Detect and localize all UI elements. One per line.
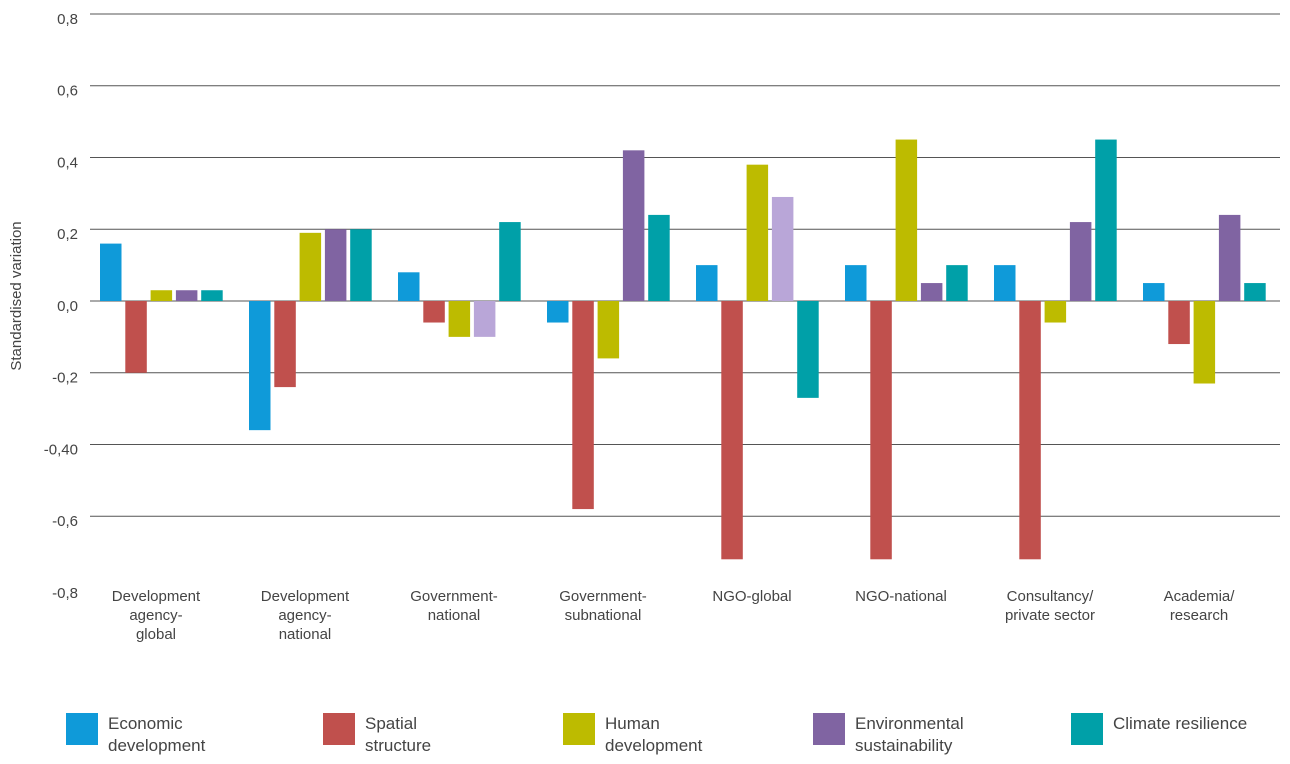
x-tick-label-line: Development bbox=[261, 588, 350, 605]
bar bbox=[398, 272, 420, 301]
bar bbox=[201, 290, 223, 301]
bar bbox=[125, 301, 147, 373]
bar bbox=[274, 301, 296, 388]
legend-item: Spatial structure bbox=[323, 713, 475, 757]
bar bbox=[249, 301, 271, 431]
bar bbox=[324, 229, 347, 301]
legend-label: Economic development bbox=[108, 714, 206, 755]
bar bbox=[100, 243, 122, 301]
bar bbox=[1069, 222, 1092, 301]
legend-swatch bbox=[1071, 713, 1103, 745]
legend-item: Economic development bbox=[66, 713, 238, 757]
legend-swatch bbox=[323, 713, 355, 745]
x-tick-label-line: Consultancy/ bbox=[1007, 588, 1095, 605]
x-tick-label-line: subnational bbox=[565, 607, 642, 624]
bar bbox=[473, 301, 496, 337]
bar bbox=[721, 301, 743, 560]
bar bbox=[622, 150, 645, 301]
y-tick-label: 0,2 bbox=[57, 226, 78, 243]
bar bbox=[797, 301, 819, 398]
bar bbox=[1095, 139, 1117, 301]
legend-swatch bbox=[813, 713, 845, 745]
x-tick-label: NGO-global bbox=[712, 588, 791, 605]
x-tick-label-line: national bbox=[279, 626, 332, 643]
bar bbox=[1244, 283, 1266, 301]
bar bbox=[746, 164, 769, 301]
bar bbox=[1218, 214, 1241, 301]
x-tick-label-line: Government- bbox=[559, 588, 647, 605]
legend-item: Human development bbox=[563, 713, 745, 757]
legend: Economic development Spatial structure Hum… bbox=[0, 713, 1290, 763]
bar bbox=[572, 301, 594, 510]
y-tick-label: 0,4 bbox=[57, 154, 78, 171]
x-tick-label-line: agency- bbox=[278, 607, 331, 624]
x-tick-label: Development agency-global bbox=[112, 588, 201, 643]
bar bbox=[1193, 301, 1216, 384]
x-tick-label-line: Academia/ bbox=[1164, 588, 1236, 605]
x-tick-label-line: private sector bbox=[1005, 607, 1095, 624]
y-tick-label: -0,40 bbox=[44, 441, 78, 458]
bar bbox=[994, 265, 1016, 301]
x-tick-label: Government-subnational bbox=[559, 588, 647, 624]
chart: Standardised variation -0,8 -0,6 -0,40 -0,2… bbox=[8, 11, 1280, 643]
x-tick-label-line: Government- bbox=[410, 588, 498, 605]
x-tick-label: Academia/research bbox=[1164, 588, 1236, 624]
x-tick-label-line: research bbox=[1170, 607, 1228, 624]
bar bbox=[299, 232, 322, 301]
bar bbox=[547, 301, 569, 323]
bar bbox=[1019, 301, 1041, 560]
y-tick-label: 0,6 bbox=[57, 83, 78, 100]
x-tick-label-line: agency- bbox=[129, 607, 182, 624]
x-tick-label: NGO-national bbox=[855, 588, 947, 605]
legend-item: Environmental sustainability bbox=[813, 713, 1005, 757]
bar bbox=[895, 139, 918, 301]
bar bbox=[1143, 283, 1165, 301]
bar bbox=[175, 290, 198, 301]
bar bbox=[499, 222, 521, 301]
legend-item: Climate resilience bbox=[1071, 713, 1288, 745]
y-tick-label: -0,6 bbox=[52, 513, 78, 530]
bar bbox=[920, 283, 943, 301]
x-tick-label-line: global bbox=[136, 626, 176, 643]
legend-label: Climate resilience bbox=[1113, 714, 1248, 733]
x-tick-label: Consultancy/private sector bbox=[1005, 588, 1095, 624]
legend-label: Environmental sustainability bbox=[855, 714, 964, 755]
x-tick-label-line: Development bbox=[112, 588, 201, 605]
legend-swatch bbox=[66, 713, 98, 745]
bar bbox=[423, 301, 445, 323]
bar bbox=[648, 214, 670, 301]
bar bbox=[448, 301, 471, 337]
x-tick-label-line: national bbox=[428, 607, 481, 624]
y-tick-label: -0,2 bbox=[52, 370, 78, 387]
y-tick-label: 0,8 bbox=[57, 11, 78, 28]
bar bbox=[946, 265, 968, 301]
x-tick-label-line: NGO-national bbox=[855, 588, 947, 605]
y-axis-title: Standardised variation bbox=[8, 221, 25, 370]
bar bbox=[1044, 301, 1067, 323]
legend-label: Spatial structure bbox=[365, 714, 432, 755]
x-tick-label: Development agency-national bbox=[261, 588, 350, 643]
bar bbox=[696, 265, 718, 301]
x-tick-label-line: NGO-global bbox=[712, 588, 791, 605]
bar bbox=[771, 196, 794, 301]
bar bbox=[870, 301, 892, 560]
x-tick-label: Government-national bbox=[410, 588, 498, 624]
bar bbox=[350, 229, 372, 301]
legend-label: Human development bbox=[605, 714, 703, 755]
y-tick-label: -0,8 bbox=[52, 585, 78, 602]
bar bbox=[150, 290, 173, 301]
y-tick-label: 0,0 bbox=[57, 298, 78, 315]
bar bbox=[1168, 301, 1190, 345]
bar bbox=[597, 301, 620, 359]
bar bbox=[845, 265, 867, 301]
legend-swatch bbox=[563, 713, 595, 745]
